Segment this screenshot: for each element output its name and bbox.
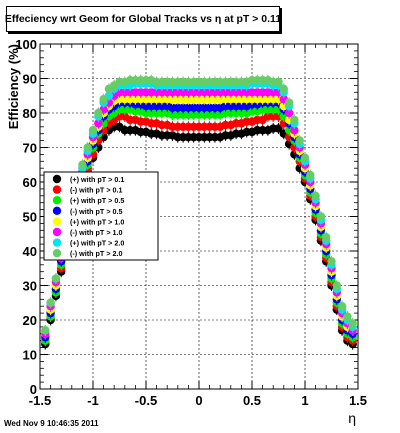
- legend-marker: [52, 238, 62, 247]
- data-point: [290, 115, 299, 125]
- x-tick-label: 1: [301, 393, 308, 408]
- data-point: [300, 153, 310, 163]
- axis-ticks: -1.5 -1 -0.5 0 0.5 1 1.5 0 10 20 30 40 50 60 70 80 90 100: [15, 37, 367, 408]
- y-tick-label: 0: [30, 382, 37, 397]
- y-tick-label: 30: [23, 279, 37, 294]
- data-point: [290, 126, 299, 135]
- y-axis-label: Efficiency (%): [6, 44, 21, 129]
- legend-entry-label: (+) with pT > 2.0: [70, 239, 124, 248]
- data-point: [337, 302, 347, 311]
- legend-marker: [52, 185, 62, 194]
- legend-entry-label: (+) with pT > 1.0: [70, 217, 124, 226]
- data-point: [332, 281, 341, 290]
- x-tick-label: 0: [195, 393, 202, 408]
- timestamp-footer: Wed Nov 9 10:46:35 2011: [4, 419, 99, 428]
- data-point: [279, 84, 288, 94]
- y-tick-label: 100: [15, 37, 37, 52]
- legend: (+) with pT > 0.1(-) with pT > 0.1(+) wi…: [43, 171, 159, 261]
- data-point: [94, 108, 103, 118]
- y-tick-label: 40: [23, 244, 37, 259]
- chart-title: Effeciency wrt Geom for Global Tracks vs…: [5, 6, 281, 32]
- legend-entry-label: (+) with pT > 0.1: [70, 175, 124, 184]
- legend-box: [43, 171, 159, 261]
- data-point: [94, 119, 103, 128]
- legend-entry-label: (-) with pT > 2.0: [70, 249, 123, 258]
- data-point: [327, 257, 336, 266]
- data-point: [41, 326, 50, 335]
- x-tick-label: -1: [87, 393, 99, 408]
- legend-marker: [52, 196, 62, 205]
- data-point: [78, 160, 87, 169]
- y-tick-label: 60: [23, 175, 37, 190]
- y-tick-label: 10: [23, 348, 37, 363]
- data-point: [51, 274, 61, 283]
- y-tick-label: 80: [23, 106, 37, 121]
- x-tick-label: -0.5: [135, 393, 157, 408]
- legend-marker: [52, 174, 62, 184]
- data-point: [274, 77, 283, 87]
- legend-entry-label: (-) with pT > 0.5: [70, 207, 123, 216]
- data-point: [322, 233, 331, 242]
- y-tick-label: 90: [23, 72, 37, 87]
- data-point: [99, 95, 108, 104]
- data-point: [316, 212, 326, 221]
- x-tick-label: -1.5: [29, 393, 51, 408]
- legend-marker: [52, 227, 62, 237]
- y-tick-label: 70: [23, 141, 37, 156]
- data-point: [46, 298, 55, 307]
- x-tick-label: 1.5: [349, 393, 367, 408]
- data-point: [311, 191, 320, 200]
- legend-marker: [52, 217, 62, 226]
- data-point: [88, 126, 98, 135]
- series-7: [41, 74, 357, 336]
- data-point: [274, 124, 283, 133]
- data-point: [284, 98, 294, 107]
- x-axis-label: η: [348, 410, 356, 426]
- data-point: [348, 319, 357, 328]
- data-point: [83, 143, 92, 152]
- legend-entry-label: (-) with pT > 1.0: [70, 228, 123, 237]
- data-point: [306, 170, 315, 180]
- legend-marker: [52, 206, 62, 215]
- y-tick-label: 50: [23, 210, 37, 225]
- legend-entry-label: (-) with pT > 0.1: [70, 186, 123, 195]
- data-point: [295, 136, 304, 145]
- x-tick-label: 0.5: [243, 393, 261, 408]
- y-tick-label: 20: [23, 313, 37, 328]
- data-point: [284, 108, 294, 118]
- legend-entry-label: (+) with pT > 0.5: [70, 196, 124, 205]
- data-point: [343, 312, 352, 321]
- legend-marker: [52, 249, 62, 258]
